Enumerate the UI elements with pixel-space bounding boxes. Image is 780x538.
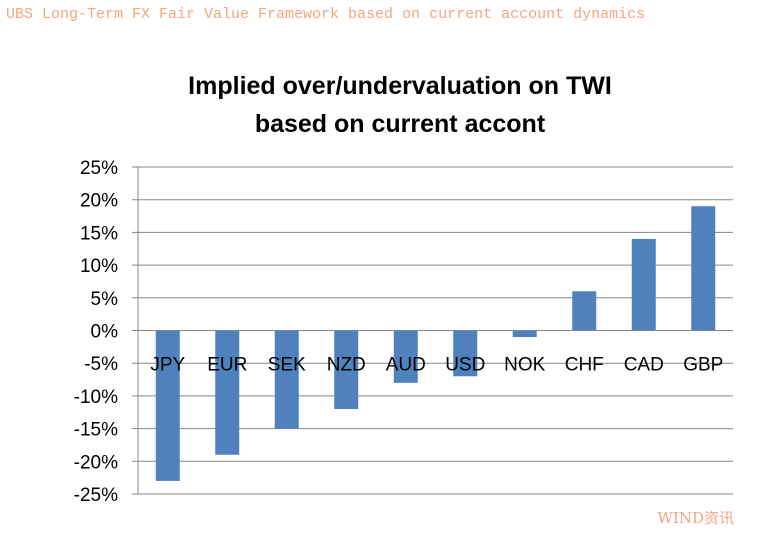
bar: [215, 330, 240, 455]
y-tick-label: 25%: [80, 158, 118, 179]
chart-title-line-1: Implied over/undervaluation on TWI: [188, 72, 612, 100]
bar: [572, 291, 597, 331]
x-tick-label: NZD: [327, 355, 366, 376]
bar: [631, 238, 656, 331]
bar: [453, 330, 478, 377]
watermark: WIND资讯: [657, 509, 735, 527]
x-tick-label: SEK: [268, 355, 306, 376]
y-tick-label: 20%: [80, 191, 118, 212]
y-tick-label: 5%: [91, 289, 119, 310]
bar: [691, 206, 716, 331]
y-tick-label: 10%: [80, 256, 118, 277]
chart-title-line-2: based on current accont: [254, 110, 546, 138]
x-tick-label: EUR: [207, 355, 247, 376]
bar: [512, 330, 537, 338]
x-tick-label: NOK: [504, 355, 546, 376]
y-tick-label: 0%: [91, 322, 119, 343]
bar: [334, 330, 359, 409]
x-tick-label: GBP: [683, 355, 723, 376]
x-tick-label: USD: [445, 355, 485, 376]
y-tick-label: -25%: [74, 485, 118, 506]
x-tick-label: JPY: [150, 355, 185, 376]
x-tick-label: CAD: [624, 355, 664, 376]
header-caption: UBS Long-Term FX Fair Value Framework ba…: [6, 6, 646, 23]
bar: [393, 330, 418, 383]
y-tick-label: -10%: [74, 387, 118, 408]
y-tick-label: -20%: [74, 452, 118, 473]
y-tick-label: -15%: [74, 420, 118, 441]
y-tick-label: -5%: [84, 354, 118, 375]
x-tick-label: AUD: [386, 355, 426, 376]
bar: [155, 330, 180, 481]
y-tick-label: 15%: [80, 223, 118, 244]
bar: [274, 330, 299, 429]
x-tick-label: CHF: [565, 355, 604, 376]
